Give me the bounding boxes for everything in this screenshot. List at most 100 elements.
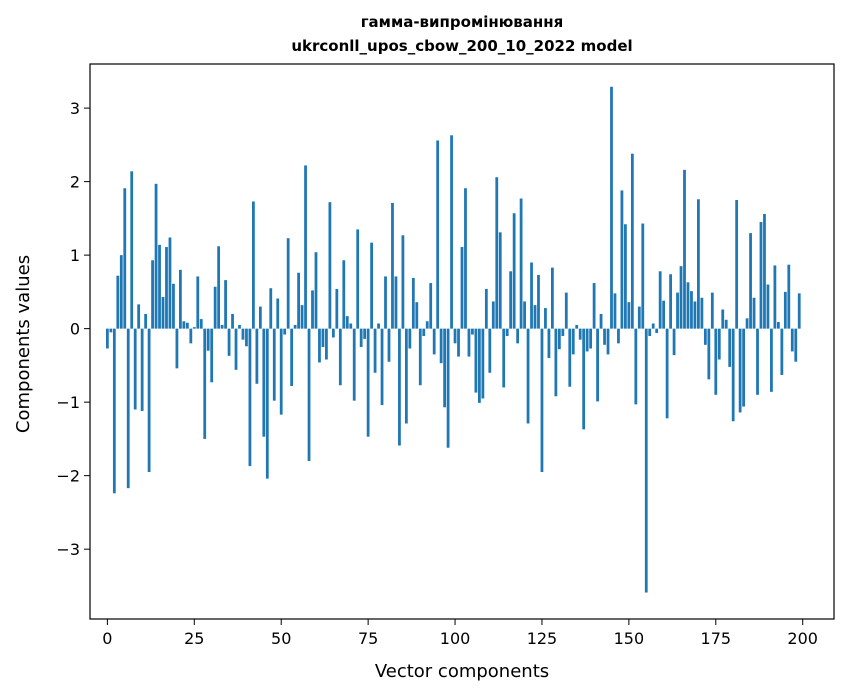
bar-component-106 [474, 328, 478, 393]
bar-component-131 [561, 328, 565, 336]
bar-component-55 [297, 272, 300, 329]
bar-component-125 [540, 328, 544, 472]
bar-component-80 [384, 276, 387, 329]
y-tick-label: −3 [56, 540, 80, 559]
bar-component-61 [318, 328, 321, 363]
bar-component-190 [766, 284, 770, 329]
bar-component-115 [505, 328, 509, 336]
x-axis-label: Vector components [375, 661, 549, 682]
bar-component-110 [488, 328, 492, 373]
bar-component-39 [241, 328, 245, 340]
bar-component-122 [530, 262, 533, 329]
bar-component-158 [655, 328, 659, 334]
bar-component-129 [554, 328, 558, 397]
bar-component-77 [373, 328, 377, 373]
bar-component-128 [551, 267, 554, 329]
x-tick-label: 200 [787, 629, 818, 648]
bar-component-114 [502, 328, 506, 388]
bar-component-117 [512, 213, 516, 329]
chart-title: гамма-випромінювання [361, 13, 564, 31]
bar-component-43 [255, 328, 259, 384]
bar-component-191 [770, 328, 773, 392]
bar-component-180 [731, 328, 735, 422]
bar-component-108 [481, 328, 485, 399]
bar-component-198 [794, 328, 798, 362]
bar-component-145 [610, 86, 613, 329]
bar-component-166 [683, 169, 686, 329]
bar-component-56 [300, 305, 304, 329]
bar-component-63 [325, 328, 328, 360]
bar-component-151 [630, 153, 634, 329]
bar-component-177 [721, 309, 725, 329]
bar-component-94 [432, 328, 436, 355]
bar-component-93 [429, 283, 433, 329]
bar-component-53 [290, 328, 294, 386]
bar-component-183 [742, 328, 745, 407]
bar-component-96 [439, 328, 443, 364]
bar-component-192 [773, 265, 777, 329]
bar-component-20 [175, 328, 179, 369]
bar-component-194 [780, 328, 784, 375]
bar-component-168 [690, 291, 693, 329]
bar-component-179 [728, 328, 732, 367]
bar-component-47 [269, 288, 273, 329]
bar-component-172 [703, 328, 707, 345]
bar-component-118 [516, 328, 520, 344]
bar-component-4 [119, 255, 123, 329]
bar-component-104 [467, 328, 471, 357]
bar-component-181 [735, 199, 739, 329]
bar-component-17 [165, 247, 168, 329]
bar-component-186 [752, 297, 756, 329]
bar-component-195 [783, 291, 787, 329]
bar-component-95 [436, 140, 440, 329]
bar-component-124 [537, 274, 540, 329]
bar-component-2 [112, 328, 116, 494]
bar-component-132 [564, 292, 568, 329]
bar-component-75 [366, 328, 370, 437]
bar-component-116 [509, 271, 513, 329]
bar-component-5 [123, 188, 127, 329]
bar-component-57 [304, 165, 307, 329]
bar-component-11 [144, 313, 148, 329]
bar-component-32 [217, 246, 221, 329]
bar-component-134 [571, 328, 575, 355]
bar-component-0 [105, 328, 109, 349]
plot-area-frame [89, 63, 835, 620]
bar-component-139 [589, 328, 593, 349]
bar-component-185 [749, 233, 752, 329]
bar-component-163 [672, 328, 676, 356]
bar-component-35 [227, 328, 231, 356]
bar-component-182 [738, 328, 742, 413]
x-tick-label: 75 [358, 629, 378, 648]
bar-component-92 [425, 321, 429, 329]
bar-component-27 [199, 319, 203, 329]
bar-component-41 [248, 328, 252, 467]
bar-component-175 [714, 328, 718, 395]
bar-component-133 [568, 328, 572, 387]
x-tick-label: 50 [271, 629, 291, 648]
bar-component-34 [224, 280, 227, 329]
bar-component-46 [265, 328, 269, 479]
bar-component-90 [418, 328, 422, 386]
bar-component-111 [491, 301, 495, 329]
bar-component-148 [620, 190, 624, 329]
bar-component-58 [307, 328, 311, 461]
bar-component-146 [613, 293, 617, 329]
bar-component-188 [759, 222, 763, 329]
bar-component-67 [338, 328, 342, 386]
bar-component-84 [398, 328, 401, 446]
bar-component-142 [599, 313, 603, 329]
bar-component-161 [665, 328, 669, 419]
bar-component-70 [349, 323, 353, 329]
bar-component-33 [220, 324, 224, 329]
y-tick-label: 3 [70, 99, 80, 118]
bar-component-141 [596, 328, 599, 402]
bar-component-126 [544, 308, 547, 329]
bar-component-98 [446, 328, 450, 448]
bar-component-120 [523, 301, 526, 329]
bar-component-88 [411, 277, 415, 329]
y-tick-label: −2 [56, 467, 80, 486]
bar-component-138 [585, 328, 589, 352]
bar-component-113 [498, 232, 502, 329]
bar-component-135 [575, 324, 579, 329]
